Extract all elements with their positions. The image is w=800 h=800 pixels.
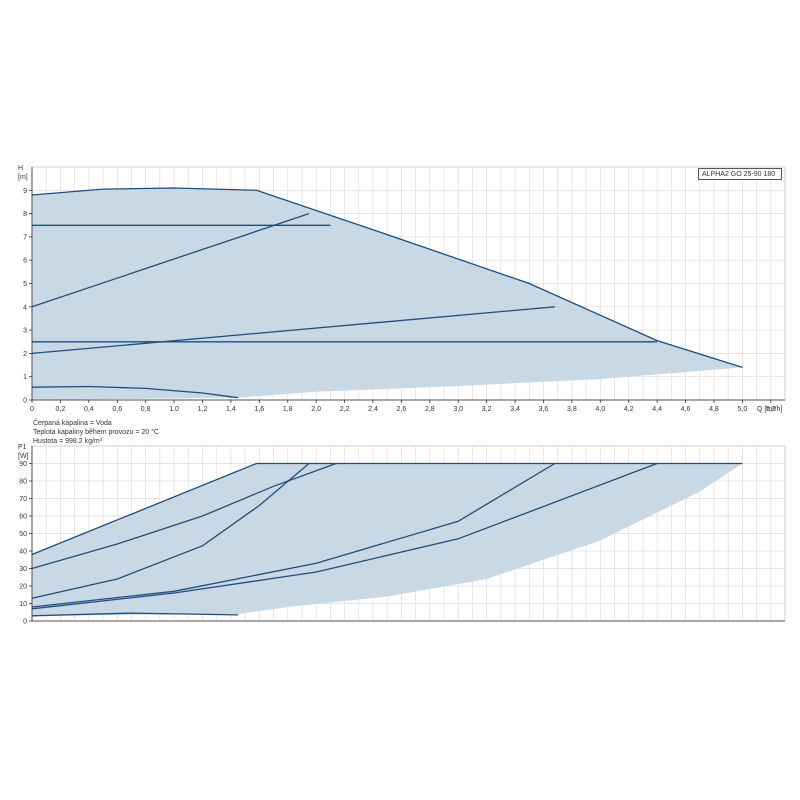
y-tick-label: 3 <box>23 328 27 335</box>
x-tick-label: 3,0 <box>453 406 463 413</box>
y-tick-label: 1 <box>23 374 27 381</box>
x-tick-label: 1,2 <box>198 406 208 413</box>
series-line-4 <box>31 462 556 608</box>
x-tick-label: 0 <box>30 406 34 413</box>
y-tick-label: 80 <box>19 479 27 486</box>
series-line-1 <box>31 187 743 369</box>
x-tick-label: 0,2 <box>56 406 66 413</box>
y-tick-label: 2 <box>23 351 27 358</box>
series-line-5 <box>31 462 658 610</box>
y-axis-label: H <box>18 165 23 172</box>
y-tick-label: 0 <box>23 619 27 626</box>
x-tick-label: 3,2 <box>482 406 492 413</box>
note-temperature: Teplota kapaliny během provozu = 20 °C <box>33 429 159 436</box>
x-tick-label: 2,8 <box>425 406 435 413</box>
series-line-1 <box>31 462 743 556</box>
x-tick-label: 1,6 <box>254 406 264 413</box>
x-tick-label: 4,8 <box>709 406 719 413</box>
y-tick-label: 4 <box>23 304 27 311</box>
y-axis-unit: [m] <box>18 174 28 181</box>
y-tick-label: 9 <box>23 188 27 195</box>
power-chart: 0 10 20 30 40 50 60 70 80 90 P1 [W] <box>18 444 786 626</box>
note-liquid: Čerpaná kapalina = Voda <box>33 420 112 427</box>
x-tick-label: 1,0 <box>169 406 179 413</box>
x-tick-label: 3,4 <box>510 406 520 413</box>
x-tick-label: 4,6 <box>681 406 691 413</box>
y-tick-label: 5 <box>23 281 27 288</box>
x-tick-label: 5,0 <box>738 406 748 413</box>
x-tick-label: 1,8 <box>283 406 293 413</box>
x-tick-label: 3,6 <box>539 406 549 413</box>
series-line-4 <box>31 306 555 355</box>
x-tick-label: 2,0 <box>311 406 321 413</box>
x-tick-label: 3,8 <box>567 406 577 413</box>
head-chart: 0 1 2 3 4 5 6 7 8 9 H [m] 0 0,2 0,4 0,6 0,8 1,0 1,2 1,4 1,6 1… <box>18 165 786 413</box>
y-tick-label: 30 <box>19 566 27 573</box>
x-tick-label: 5,2 <box>766 406 776 413</box>
y-tick-label: 40 <box>19 549 27 556</box>
series-line-6 <box>31 385 239 399</box>
y-tick-label: 20 <box>19 584 27 591</box>
x-tick-label: 0,6 <box>112 406 122 413</box>
y-tick-label: 10 <box>19 601 27 608</box>
x-tick-label: 0,8 <box>141 406 151 413</box>
x-axis-label: Q [m³/h] <box>757 406 782 413</box>
x-tick-label: 1,4 <box>226 406 236 413</box>
x-tick-label: 4,0 <box>595 406 605 413</box>
x-tick-label: 4,2 <box>624 406 634 413</box>
model-label: ALPHA2 GO 25-90 180 <box>698 168 782 180</box>
y-tick-label: 7 <box>23 234 27 241</box>
x-tick-label: 2,6 <box>397 406 407 413</box>
series-line-3 <box>31 463 310 599</box>
y-tick-label: 90 <box>19 461 27 468</box>
x-tick-label: 4,4 <box>652 406 662 413</box>
operating-area <box>32 188 743 400</box>
y-tick-label: 70 <box>19 496 27 503</box>
y-axis-label: P1 <box>18 444 27 451</box>
x-tick-label: 2,4 <box>368 406 378 413</box>
y-tick-label: 8 <box>23 211 27 218</box>
y-tick-label: 60 <box>19 514 27 521</box>
y-tick-label: 0 <box>23 398 27 405</box>
series-line-6 <box>31 612 239 617</box>
y-axis-unit: [W] <box>18 453 29 460</box>
note-density: Hustota = 998.2 kg/m³ <box>33 438 103 445</box>
y-tick-label: 6 <box>23 258 27 265</box>
series-line-3 <box>31 212 310 308</box>
operating-area <box>32 463 743 616</box>
x-tick-label: 2,2 <box>340 406 350 413</box>
x-tick-label: 0,4 <box>84 406 94 413</box>
y-tick-label: 50 <box>19 531 27 538</box>
series-line-2 <box>31 462 337 570</box>
